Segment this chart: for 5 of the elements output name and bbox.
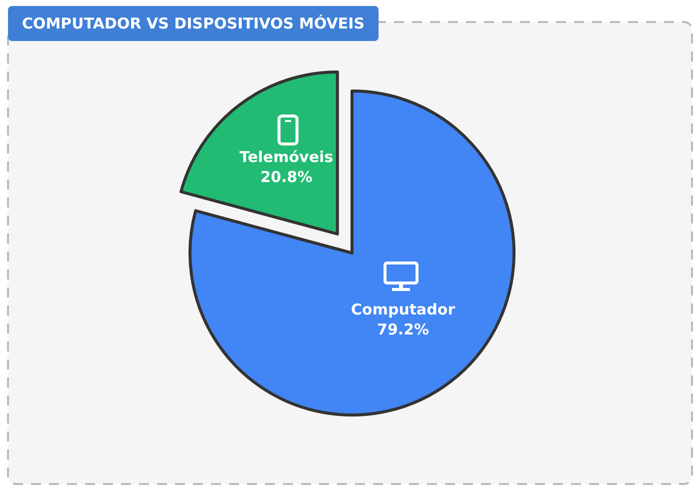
data-label: 20.8%: [260, 168, 312, 186]
slice-label: Computador: [351, 300, 456, 319]
data-label: 79.2%: [377, 320, 430, 339]
chart-title: COMPUTADOR VS DISPOSITIVOS MÓVEIS: [22, 14, 365, 32]
slice-label: Telemóveis: [240, 148, 334, 166]
